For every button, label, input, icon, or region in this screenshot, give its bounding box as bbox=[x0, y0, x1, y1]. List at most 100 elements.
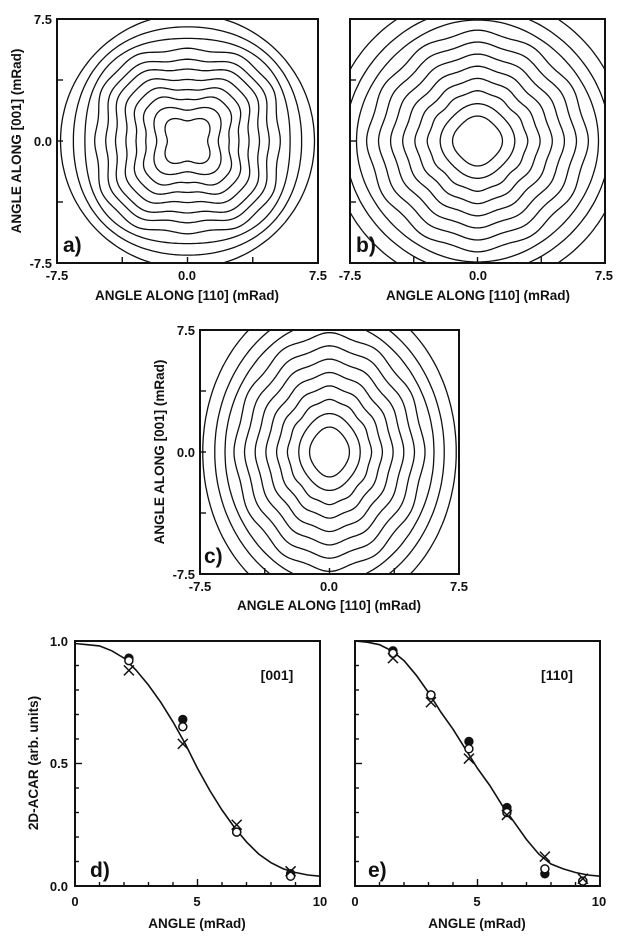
y-tick-label-a-mid: 0.0 bbox=[34, 134, 52, 149]
ticks-a bbox=[57, 79, 254, 263]
contour-line-c-4 bbox=[275, 385, 384, 519]
panel-label-c: c) bbox=[204, 545, 223, 568]
data-point-d-cross-2 bbox=[177, 738, 189, 750]
line-plot-e bbox=[354, 640, 601, 886]
contour-line-c-2 bbox=[298, 412, 361, 492]
x-axis-label-d: ANGLE (mRad) bbox=[148, 916, 246, 931]
y-tick-label-a-top: 7.5 bbox=[34, 12, 52, 27]
data-point-e-cross-5 bbox=[539, 851, 551, 863]
panel-d: [001] d) 1.0 0.5 0.0 0 5 10 ANGLE (mRad)… bbox=[26, 634, 327, 931]
contour-line-a-1 bbox=[164, 117, 211, 165]
contour-line-c-7 bbox=[243, 345, 416, 559]
contour-line-b-5 bbox=[402, 65, 553, 217]
x-tick-label-b-mid: 0.0 bbox=[469, 268, 487, 283]
contour-line-c-1 bbox=[308, 426, 351, 478]
ticks-e bbox=[355, 664, 577, 886]
plot-frame-e bbox=[354, 640, 601, 887]
contour-line-a-7 bbox=[105, 58, 270, 224]
x-tick-label-a-right: 7.5 bbox=[309, 268, 327, 283]
contour-line-a-2 bbox=[153, 106, 222, 176]
contour-line-b-4 bbox=[414, 77, 541, 205]
data-point-e-open-circle-4 bbox=[502, 807, 512, 818]
contour-line-b-8 bbox=[365, 29, 590, 253]
contours-c bbox=[202, 330, 457, 574]
contour-line-b-10 bbox=[350, 19, 605, 263]
x-tick-label-d-right: 10 bbox=[313, 894, 327, 909]
y-axis-label-d: 2D-ACAR (arb. units) bbox=[26, 696, 41, 830]
y-tick-label-d-bottom: 0.0 bbox=[50, 879, 68, 894]
panel-label-d: d) bbox=[90, 859, 110, 882]
contour-line-c-9 bbox=[224, 330, 435, 574]
x-axis-label-b: ANGLE ALONG [110] (mRad) bbox=[386, 288, 570, 303]
contour-line-a-8 bbox=[94, 47, 281, 235]
contour-line-a-11 bbox=[59, 19, 316, 263]
contour-plot-b bbox=[350, 19, 605, 263]
data-point-e-cross-6 bbox=[577, 873, 589, 885]
panel-label-e: e) bbox=[368, 859, 387, 882]
y-tick-label-c-bottom: -7.5 bbox=[173, 567, 195, 582]
x-tick-label-b-left: -7.5 bbox=[339, 268, 361, 283]
y-axis-label-a: ANGLE ALONG [001] (mRad) bbox=[9, 49, 24, 234]
x-tick-label-b-right: 7.5 bbox=[595, 268, 613, 283]
y-tick-label-d-mid: 0.5 bbox=[50, 756, 68, 771]
x-tick-label-a-left: -7.5 bbox=[46, 268, 68, 283]
data-point-d-open-circle-1 bbox=[124, 655, 134, 666]
data-point-e-cross-4 bbox=[501, 809, 513, 821]
data-point-e-open-circle-2 bbox=[426, 690, 436, 700]
panel-label-b: b) bbox=[356, 234, 376, 257]
data-point-d-open-circle-3 bbox=[231, 827, 242, 837]
data-point-e-cross-3 bbox=[463, 753, 475, 765]
contour-line-b-3 bbox=[426, 90, 529, 192]
contour-line-b-2 bbox=[439, 103, 516, 179]
contours-b bbox=[350, 19, 605, 263]
plot-frame-a bbox=[56, 18, 319, 264]
data-point-e-cross-1 bbox=[387, 652, 399, 664]
x-tick-label-e-left: 0 bbox=[351, 894, 358, 909]
x-tick-label-d-left: 0 bbox=[71, 894, 78, 909]
ticks-d bbox=[75, 664, 297, 886]
x-tick-label-e-mid: 5 bbox=[473, 894, 480, 909]
contour-line-b-1 bbox=[451, 115, 504, 167]
x-axis-label-c: ANGLE ALONG [110] (mRad) bbox=[237, 598, 421, 613]
direction-label-e: [110] bbox=[541, 667, 573, 683]
contour-plot-a bbox=[57, 19, 316, 263]
x-tick-label-d-mid: 5 bbox=[193, 894, 200, 909]
data-point-d-cross-3 bbox=[231, 819, 243, 831]
x-axis-label-e: ANGLE (mRad) bbox=[428, 916, 526, 931]
panel-b: b) -7.5 0.0 7.5 ANGLE ALONG [110] (mRad) bbox=[339, 18, 613, 303]
line-plot-d bbox=[74, 642, 321, 886]
contour-line-c-11 bbox=[202, 330, 457, 574]
data-point-e-open-circle-5 bbox=[540, 864, 550, 874]
x-tick-label-a-mid: 0.0 bbox=[178, 268, 196, 283]
y-tick-label-a-bottom: -7.5 bbox=[30, 256, 52, 271]
contour-line-a-6 bbox=[114, 68, 261, 214]
panel-a: a) 7.5 0.0 -7.5 -7.5 0.0 7.5 ANGLE ALONG… bbox=[9, 12, 327, 303]
plot-frame-b bbox=[349, 18, 606, 264]
contour-line-b-7 bbox=[377, 41, 578, 241]
contour-line-b-9 bbox=[355, 19, 600, 263]
y-tick-label-d-top: 1.0 bbox=[50, 634, 68, 649]
panel-e: [110] e) 0 5 10 ANGLE (mRad) bbox=[351, 640, 606, 931]
contour-line-a-3 bbox=[142, 96, 233, 186]
data-point-d-open-circle-2 bbox=[178, 722, 188, 732]
contour-line-c-3 bbox=[286, 398, 373, 506]
data-point-d-cross-1 bbox=[123, 664, 135, 676]
contour-line-c-6 bbox=[254, 358, 405, 546]
x-axis-label-a: ANGLE ALONG [110] (mRad) bbox=[95, 288, 279, 303]
x-tick-label-c-right: 7.5 bbox=[450, 579, 468, 594]
y-axis-label-c: ANGLE ALONG [001] (mRad) bbox=[152, 360, 167, 545]
y-tick-label-c-top: 7.5 bbox=[177, 323, 195, 338]
contour-line-a-4 bbox=[133, 87, 242, 195]
contour-line-c-8 bbox=[233, 331, 426, 573]
contour-line-a-5 bbox=[124, 78, 251, 204]
direction-label-d: [001] bbox=[261, 667, 294, 683]
x-tick-label-e-right: 10 bbox=[592, 894, 606, 909]
panel-c: c) 7.5 0.0 -7.5 -7.5 0.0 7.5 ANGLE ALONG… bbox=[152, 323, 468, 613]
contour-line-a-10 bbox=[72, 26, 303, 256]
x-tick-label-c-mid: 0.0 bbox=[320, 579, 338, 594]
contour-line-c-5 bbox=[265, 371, 394, 533]
y-tick-label-c-mid: 0.0 bbox=[177, 445, 195, 460]
panel-label-a: a) bbox=[63, 234, 82, 257]
contour-line-a-9 bbox=[84, 37, 291, 245]
